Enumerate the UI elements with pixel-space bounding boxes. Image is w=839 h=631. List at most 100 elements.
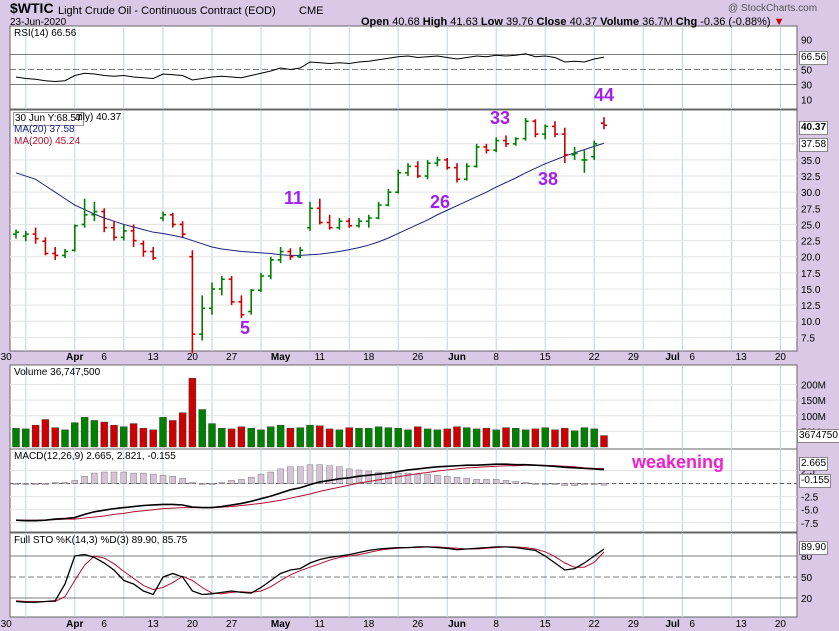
macd-histogram-bar <box>395 472 402 484</box>
volume-panel-label: Volume 36,747,500 <box>14 367 101 378</box>
volume-bar <box>551 429 559 448</box>
volume-bar <box>472 428 481 448</box>
volume-bar <box>276 424 285 448</box>
cursor-readout: 30 Jun Y:68.57 <box>13 112 84 126</box>
x-axis-label-bottom: 6 <box>689 619 695 630</box>
volume-bar <box>453 426 461 448</box>
volume-bar <box>71 422 79 448</box>
macd-histogram-bar <box>591 483 598 485</box>
price-legend: aily) 40.37 <box>75 112 122 123</box>
rsi-line <box>15 53 605 83</box>
macd-histogram-bar <box>277 468 284 484</box>
x-axis-label-bottom: 22 <box>589 619 601 630</box>
macd-histogram-bar <box>71 480 79 484</box>
rsi-label: RSI(14) 66.56 <box>14 28 77 39</box>
volume-tick-label: 100M <box>801 412 826 423</box>
macd-histogram-bar <box>453 477 461 484</box>
macd-histogram-bar <box>120 471 128 484</box>
x-axis-label: 18 <box>363 352 375 363</box>
volume-bar <box>521 429 530 448</box>
price-tick-label: 7.5 <box>801 333 815 344</box>
volume-bar <box>22 428 30 448</box>
price-tick-label: 10.0 <box>801 317 821 328</box>
volume-bar <box>531 428 540 448</box>
volume-bar <box>257 429 265 448</box>
x-axis-label-bottom: 29 <box>628 619 640 630</box>
macd-histogram-bar <box>267 471 274 484</box>
macd-value-tag: 2.665 <box>799 457 829 471</box>
volume-bar <box>345 427 353 448</box>
chg-value: -0.36 (-0.88%) <box>700 16 771 28</box>
macd-histogram-bar <box>208 483 216 485</box>
x-axis-label-bottom: Jun <box>448 619 466 630</box>
macd-tick-label: 2.5 <box>801 466 815 477</box>
sto-tick-label: 50 <box>801 573 813 584</box>
macd-histogram-bar <box>365 470 372 484</box>
macd-histogram-bar <box>561 483 568 486</box>
x-axis-label: Jun <box>448 352 466 363</box>
volume-tick-label: 150M <box>801 396 826 407</box>
x-axis-label: 15 <box>540 352 552 363</box>
price-tick-label: 22.5 <box>801 237 821 248</box>
annotation-11: 11 <box>284 188 304 208</box>
macd-histogram-bar <box>571 483 578 486</box>
macd-tick-label: -5.0 <box>801 506 819 517</box>
x-axis-label: 22 <box>589 352 601 363</box>
macd-histogram-bar <box>130 472 137 484</box>
macd-histogram-bar <box>600 483 608 486</box>
price-tick-label: 12.5 <box>801 301 821 312</box>
volume-bar <box>394 428 402 448</box>
volume-bar <box>355 428 363 448</box>
macd-histogram-bar <box>110 471 118 484</box>
macd-histogram-bar <box>218 482 226 484</box>
macd-histogram-bar <box>257 473 265 484</box>
x-axis-label-bottom: 13 <box>736 619 748 630</box>
volume-bar <box>41 419 50 448</box>
volume-bar <box>61 429 69 448</box>
rsi-tick-label: 90 <box>801 36 813 47</box>
high-value: 41.63 <box>450 16 478 28</box>
macd-line <box>15 463 605 522</box>
x-axis-label-bottom: Jul <box>665 619 680 630</box>
volume-bar <box>296 427 304 448</box>
volume-bar <box>463 427 471 448</box>
macd-histogram-bar <box>346 468 353 484</box>
down-arrow-icon: ▼ <box>773 16 785 28</box>
rsi-tick-label: 10 <box>801 96 813 107</box>
rsi-tick-label: 30 <box>801 81 813 92</box>
price-tick-label: 17.5 <box>801 269 821 280</box>
volume-label: Volume <box>600 16 640 28</box>
volume-bar <box>139 428 148 448</box>
x-axis-label-bottom: 6 <box>101 619 107 630</box>
volume-bar <box>433 429 442 448</box>
volume-bar <box>237 426 246 448</box>
ohlc-readout: Open 40.68 High 41.63 Low 39.76 Close 40… <box>361 16 785 28</box>
macd-hist-tag: -0.155 <box>799 474 832 488</box>
weakening-note: weakening <box>632 452 725 472</box>
macd-histogram-bar <box>502 480 510 484</box>
macd-histogram-bar <box>375 471 382 484</box>
volume-bar <box>580 427 589 448</box>
open-label: Open <box>361 16 390 28</box>
x-axis-label-bottom: 27 <box>226 619 238 630</box>
macd-histogram-bar <box>12 483 20 485</box>
volume-bar <box>384 427 393 448</box>
macd-histogram-bar <box>149 473 157 484</box>
x-axis-label-bottom: 30 <box>1 619 13 630</box>
close-label: Close <box>536 16 567 28</box>
x-axis-label: 29 <box>628 352 640 363</box>
macd-tick-label: -2.5 <box>801 493 819 504</box>
x-axis-label-bottom: Apr <box>66 619 83 630</box>
macd-histogram-bar <box>287 466 294 484</box>
macd-histogram-bar <box>532 483 539 485</box>
volume-bar <box>570 430 579 448</box>
volume-bar <box>188 378 197 448</box>
macd-histogram-bar <box>247 477 255 484</box>
sto-tick-label: 80 <box>801 552 813 563</box>
annotation-33: 33 <box>490 108 511 128</box>
macd-histogram-bar <box>551 483 559 485</box>
volume-bar <box>492 429 500 448</box>
sto-tick-label: 20 <box>801 594 813 605</box>
macd-histogram-bar <box>444 476 451 484</box>
macd-histogram-bar <box>522 482 529 484</box>
